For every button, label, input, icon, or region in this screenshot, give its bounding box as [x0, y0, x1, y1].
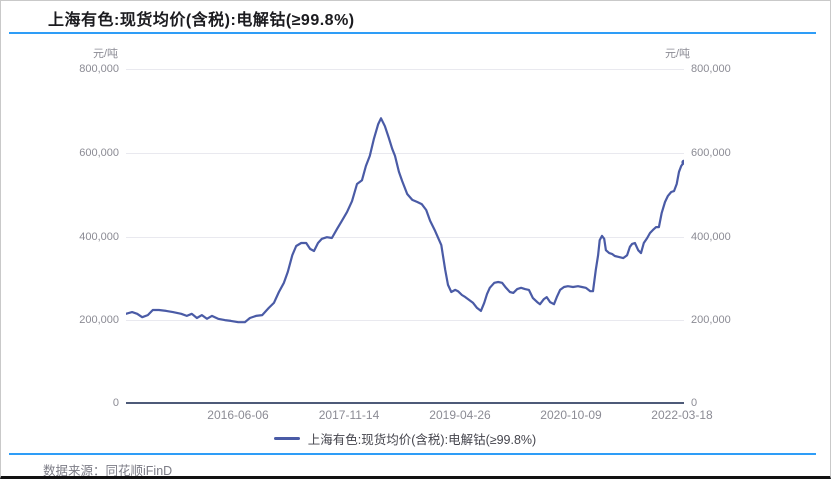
x-tick: 2016-06-06 — [207, 408, 269, 422]
footer-divider — [9, 453, 816, 455]
data-source-label: 数据来源：同花顺iFinD — [43, 464, 173, 478]
y-axis-unit-left: 元/吨 — [93, 48, 119, 60]
y-tick-right: 0 — [691, 397, 698, 409]
x-tick: 2017-11-14 — [318, 408, 380, 422]
y-tick-left: 200,000 — [79, 314, 119, 326]
gridline — [126, 320, 684, 321]
price-line — [126, 117, 684, 324]
gridline — [126, 69, 684, 70]
page-title: 上海有色:现货均价(含税):电解钴(≥99.8%) — [48, 12, 355, 29]
y-tick-left: 800,000 — [79, 63, 119, 75]
line-end-dot — [681, 159, 684, 165]
x-axis-line — [126, 402, 684, 404]
y-tick-left: 600,000 — [79, 147, 119, 159]
legend-line-marker-icon — [273, 437, 300, 440]
x-tick: 2022-03-18 — [651, 408, 713, 422]
legend-label: 上海有色:现货均价(含税):电解钴(≥99.8%) — [307, 433, 537, 447]
legend: 上海有色:现货均价(含税):电解钴(≥99.8%) — [1, 429, 809, 448]
x-tick: 2019-04-26 — [429, 408, 491, 422]
y-axis-unit-right: 元/吨 — [665, 48, 691, 60]
y-tick-right: 600,000 — [691, 147, 731, 159]
gridline — [126, 237, 684, 238]
y-tick-right: 800,000 — [691, 63, 731, 75]
x-tick: 2020-10-09 — [540, 408, 602, 422]
title-divider — [9, 32, 816, 34]
y-tick-right: 200,000 — [691, 314, 731, 326]
y-tick-left: 400,000 — [79, 231, 119, 243]
gridline — [126, 153, 684, 154]
y-tick-left: 0 — [112, 397, 119, 409]
plot-area — [126, 117, 684, 324]
y-tick-right: 400,000 — [691, 231, 731, 243]
